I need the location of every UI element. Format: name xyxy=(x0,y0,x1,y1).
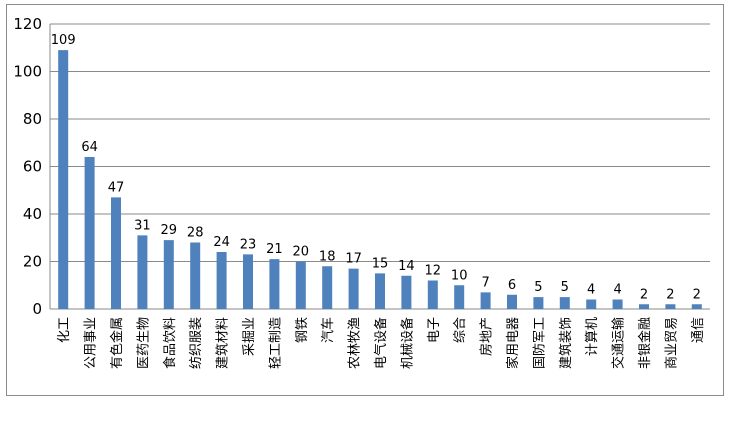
bar xyxy=(137,235,148,309)
category-label: 化工 xyxy=(57,317,72,343)
category-label: 通信 xyxy=(691,317,706,343)
bar xyxy=(559,297,570,309)
data-label: 31 xyxy=(134,218,151,233)
category-label: 农林牧渔 xyxy=(348,317,363,369)
y-tick-label: 0 xyxy=(32,300,42,318)
data-label: 10 xyxy=(451,268,468,283)
category-label: 钢铁 xyxy=(295,317,310,343)
bar xyxy=(375,273,385,309)
gridlines xyxy=(49,23,710,310)
category-label: 综合 xyxy=(453,317,468,343)
category-label: 房地产 xyxy=(479,317,495,356)
bar xyxy=(243,254,253,309)
data-label: 28 xyxy=(187,226,204,241)
category-label: 纺织服装 xyxy=(189,317,204,369)
bar xyxy=(586,299,597,309)
data-label: 29 xyxy=(161,223,178,238)
data-label: 21 xyxy=(266,242,283,257)
data-label: 24 xyxy=(213,235,230,250)
data-label: 17 xyxy=(345,252,362,267)
category-label: 机械设备 xyxy=(399,317,415,369)
category-label: 商业贸易 xyxy=(664,317,679,369)
bar xyxy=(427,280,438,309)
data-label: 47 xyxy=(108,180,125,195)
data-label: 7 xyxy=(481,275,489,290)
y-tick-label: 40 xyxy=(23,205,42,223)
y-tick-label: 100 xyxy=(13,63,42,81)
bar xyxy=(84,157,95,309)
category-label: 公用事业 xyxy=(84,317,99,369)
bar xyxy=(480,292,491,309)
data-label: 64 xyxy=(81,140,98,155)
bar xyxy=(322,266,333,309)
category-label: 医药生物 xyxy=(136,317,151,369)
data-label: 6 xyxy=(508,278,516,293)
bar xyxy=(269,259,280,309)
data-label: 2 xyxy=(666,287,674,302)
category-label: 采掘业 xyxy=(242,317,257,356)
data-label: 18 xyxy=(319,249,336,264)
category-label: 轻工制造 xyxy=(268,317,283,369)
bar xyxy=(507,294,517,309)
bar xyxy=(533,297,544,309)
bars xyxy=(58,50,702,309)
data-label: 20 xyxy=(293,245,310,260)
bar xyxy=(401,275,412,309)
y-tick-label: 120 xyxy=(13,15,42,33)
data-label: 5 xyxy=(561,280,569,295)
category-label: 食品饮料 xyxy=(162,317,178,369)
category-label: 建筑材料 xyxy=(215,317,231,369)
data-label: 5 xyxy=(534,280,542,295)
data-label: 2 xyxy=(693,287,701,302)
category-label: 电子 xyxy=(427,317,442,343)
bar xyxy=(58,50,69,309)
bar xyxy=(216,252,227,309)
bar xyxy=(163,240,174,309)
data-label: 4 xyxy=(587,283,595,298)
bar xyxy=(454,285,465,309)
category-label: 有色金属 xyxy=(109,317,125,369)
bar xyxy=(612,299,623,309)
data-label: 109 xyxy=(51,33,76,48)
bar xyxy=(295,261,306,309)
bar xyxy=(665,304,676,309)
category-label: 汽车 xyxy=(320,317,336,343)
bar xyxy=(639,304,649,309)
category-label: 交通运输 xyxy=(611,317,627,369)
labels: 020406080100120109化工64公用事业47有色金属31医药生物29… xyxy=(13,15,705,369)
y-tick-label: 20 xyxy=(23,253,42,271)
category-label: 家用电器 xyxy=(505,317,521,369)
category-label: 建筑装饰 xyxy=(558,317,574,369)
y-tick-label: 80 xyxy=(23,110,42,128)
category-label: 非银金融 xyxy=(637,317,653,369)
data-label: 15 xyxy=(372,256,389,271)
bar xyxy=(691,304,702,309)
data-label: 4 xyxy=(613,283,621,298)
data-label: 14 xyxy=(398,259,415,274)
category-label: 计算机 xyxy=(585,317,600,356)
category-label: 国防军工 xyxy=(531,317,547,369)
y-tick-label: 60 xyxy=(23,158,42,176)
data-label: 12 xyxy=(425,264,442,279)
category-label: 电气设备 xyxy=(373,317,389,369)
data-label: 23 xyxy=(240,237,257,252)
bar xyxy=(348,268,359,309)
data-label: 2 xyxy=(640,287,648,302)
chart-frame xyxy=(6,4,724,396)
bar xyxy=(190,242,201,309)
bar xyxy=(111,197,121,309)
